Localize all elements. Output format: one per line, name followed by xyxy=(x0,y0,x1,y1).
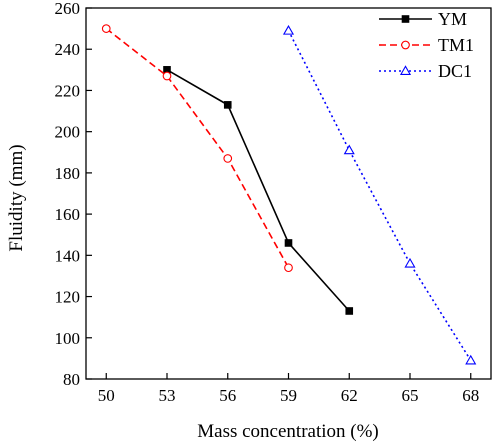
data-point-tm1 xyxy=(101,24,111,33)
legend-item-dc1: DC1 xyxy=(379,61,472,81)
legend-label-ym: YM xyxy=(438,9,467,29)
series-line-ym xyxy=(166,69,350,312)
data-point-dc1 xyxy=(404,257,416,268)
series-line-tm1 xyxy=(105,27,290,269)
x-tick-label: 62 xyxy=(341,386,358,405)
y-tick-label: 160 xyxy=(55,205,81,224)
plot-frame xyxy=(85,7,492,380)
series-tm1 xyxy=(101,24,293,273)
y-tick-label: 200 xyxy=(55,123,81,142)
y-tick-label: 240 xyxy=(55,40,81,59)
y-tick-label: 140 xyxy=(55,246,81,265)
data-point-ym xyxy=(163,66,171,74)
data-point-ym xyxy=(284,239,293,247)
y-tick-label: 100 xyxy=(55,329,81,348)
series-dc1 xyxy=(282,24,477,365)
data-point-ym xyxy=(223,101,232,109)
x-tick-label: 68 xyxy=(462,386,479,405)
y-tick-label: 120 xyxy=(55,288,81,307)
y-tick-label: 220 xyxy=(55,81,81,100)
legend-marker-ym xyxy=(401,15,410,23)
legend-label-dc1: DC1 xyxy=(438,61,472,81)
legend-item-ym: YM xyxy=(379,9,467,29)
x-axis-title: Mass concentration (%) xyxy=(197,421,379,442)
data-point-dc1 xyxy=(282,24,295,35)
y-tick-label: 80 xyxy=(63,370,80,389)
data-point-tm1 xyxy=(223,154,233,163)
legend-label-tm1: TM1 xyxy=(438,35,474,55)
series-layer xyxy=(101,24,477,365)
legend-item-tm1: TM1 xyxy=(379,35,474,55)
data-point-tm1 xyxy=(162,71,172,81)
y-tick-label: 180 xyxy=(55,164,81,183)
x-tick-label: 56 xyxy=(219,386,236,405)
x-tick-label: 50 xyxy=(98,386,115,405)
y-tick-label: 260 xyxy=(55,0,81,18)
data-point-ym xyxy=(345,307,354,315)
legend-marker-dc1 xyxy=(399,65,412,75)
x-tick-label: 59 xyxy=(280,386,297,405)
data-point-dc1 xyxy=(343,144,355,155)
y-axis-title: Fluidity (mm) xyxy=(6,144,27,251)
data-point-dc1 xyxy=(465,354,477,365)
data-point-tm1 xyxy=(284,263,293,273)
x-tick-label: 53 xyxy=(159,386,176,405)
legend-marker-tm1 xyxy=(401,40,410,50)
series-ym xyxy=(163,66,354,315)
x-tick-label: 65 xyxy=(402,386,419,405)
axes: 50 53 56 59 62 65 68 80 100 120 140 160 180 200 220 240… xyxy=(55,0,492,405)
legend: YM TM1 DC1 xyxy=(379,9,474,81)
